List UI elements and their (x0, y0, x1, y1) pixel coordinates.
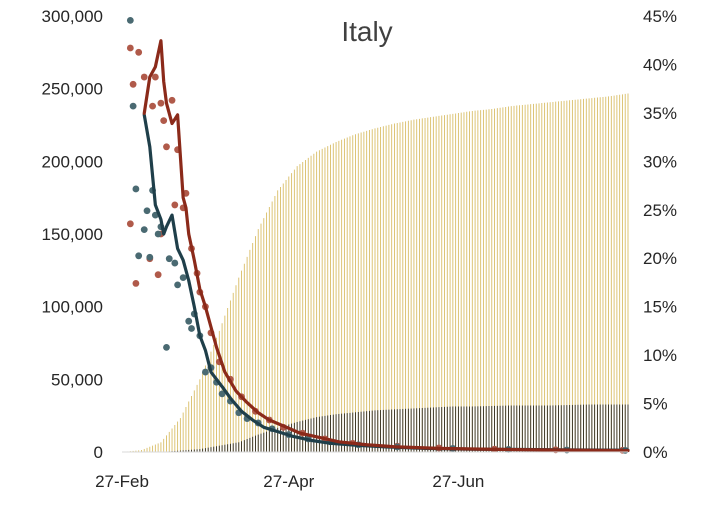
x-tick-labels: 27-Feb 27-Apr 27-Jun (95, 472, 484, 491)
scatter-point-a (126, 220, 134, 228)
scatter-point-b (174, 281, 182, 289)
series-line-a (142, 39, 630, 453)
scatter-point-a (149, 102, 156, 110)
scatter-point-b (132, 185, 140, 193)
y-right-tick-label: 25% (643, 201, 677, 220)
scatter-point-a (151, 73, 159, 81)
y-right-tick-label: 40% (643, 55, 677, 74)
scatter-point-a (129, 80, 137, 88)
x-tick-label: 27-Jun (432, 472, 484, 491)
scatter-point-b (165, 255, 173, 263)
scatter-point-b (154, 230, 162, 238)
scatter-point-a (135, 48, 143, 56)
scatter-point-b (135, 252, 143, 260)
y-right-tick-label: 45% (643, 7, 677, 26)
scatter-point-b (129, 102, 137, 110)
y-left-tick-label: 200,000 (42, 152, 103, 171)
scatter-point-b (188, 325, 195, 332)
scatter-point-b (163, 343, 170, 351)
y-right-tick-label: 30% (643, 152, 677, 171)
scatter-point-b (143, 207, 151, 215)
y-right-tick-label: 15% (643, 298, 677, 317)
y-right-tick-label: 35% (643, 104, 677, 123)
scatter-point-b (218, 390, 226, 398)
scatter-point-a (160, 117, 168, 125)
scatter-point-b (185, 317, 193, 325)
chart-title: Italy (341, 16, 392, 47)
scatter-point-b (179, 274, 187, 281)
scatter-point-a (168, 96, 176, 104)
y-right-tick-label: 20% (643, 249, 677, 268)
scatter-point-b (171, 259, 179, 267)
scatter-point-a (126, 44, 134, 52)
x-tick-label: 27-Apr (263, 472, 314, 491)
scatter-point-b (140, 226, 148, 234)
scatter-point-b (126, 16, 134, 24)
scatter-point-a (140, 73, 148, 81)
x-tick-label: 27-Feb (95, 472, 149, 491)
light-cumulative-bars (124, 93, 629, 452)
y-left-tick-label: 150,000 (42, 225, 103, 244)
scatter-point-a (154, 271, 162, 279)
y-left-tick-label: 250,000 (42, 80, 103, 99)
y-right-tick-label: 10% (643, 346, 677, 365)
scatter-point-a (163, 143, 170, 151)
scatter-point-a (157, 99, 165, 107)
y-right-tick-label: 0% (643, 443, 668, 462)
scatter-point-b (202, 368, 209, 376)
y-left-tick-label: 50,000 (51, 370, 103, 389)
y-right-tick-labels: 0% 5% 10% 15% 20% 25% 30% 35% 40% 45% (643, 7, 677, 462)
y-left-tick-label: 100,000 (42, 298, 103, 317)
scatter-point-b (146, 253, 154, 261)
scatter-point-a (132, 280, 140, 287)
y-left-tick-label: 0 (94, 443, 103, 462)
y-right-tick-label: 5% (643, 395, 668, 414)
y-left-tick-labels: 0 50,000 100,000 150,000 200,000 250,000 300,0… (42, 7, 103, 462)
scatter-point-a (171, 201, 179, 209)
y-left-tick-label: 300,000 (42, 7, 103, 26)
series-lines (142, 39, 630, 453)
